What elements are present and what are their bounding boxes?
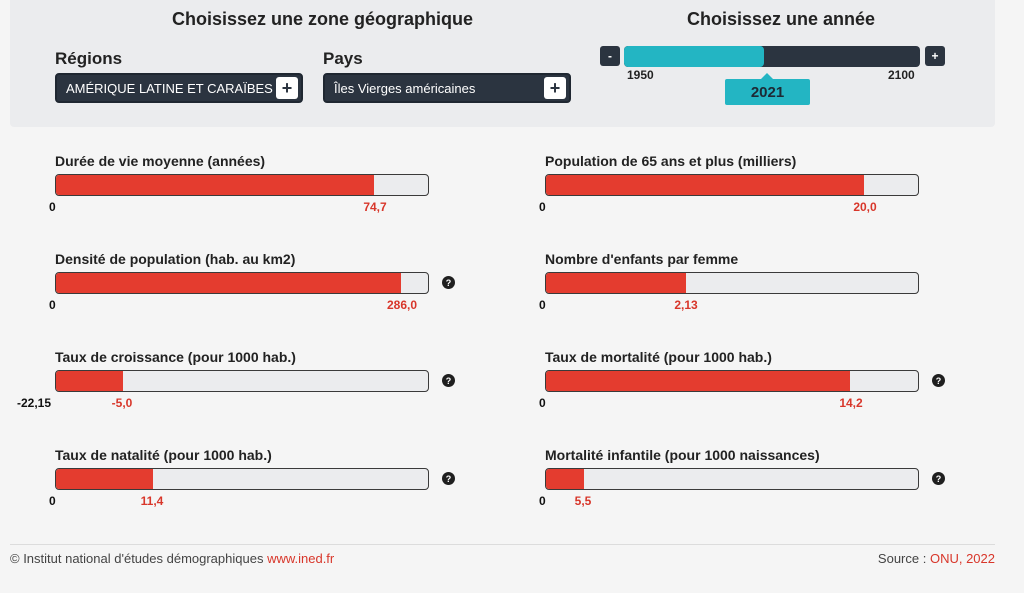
indicator-bar-track [545, 174, 919, 196]
indicator-value: 74,7 [363, 200, 387, 214]
indicator-bar-track [55, 370, 429, 392]
help-icon[interactable]: ? [442, 374, 455, 387]
pays-label: Pays [323, 49, 363, 68]
year-decrement-button[interactable]: - [600, 46, 620, 66]
indicator-bar-fill [56, 371, 123, 391]
indicator-label: Taux de natalité (pour 1000 hab.) [55, 447, 272, 463]
indicator-bar-fill [546, 371, 851, 391]
indicator-min-value: 0 [49, 200, 56, 214]
indicator-label: Population de 65 ans et plus (milliers) [545, 153, 797, 169]
region-expand-icon[interactable]: + [276, 77, 298, 99]
indicator-value: 11,4 [140, 494, 164, 508]
indicator-growth-rate: Taux de croissance (pour 1000 hab.) -22,1… [17, 349, 475, 419]
ined-link[interactable]: www.ined.fr [267, 551, 335, 566]
year-slider[interactable] [624, 46, 920, 67]
year-increment-button[interactable]: + [925, 46, 945, 66]
indicator-min-value: 0 [539, 396, 546, 410]
indicator-bar-fill [546, 469, 584, 489]
indicator-label: Taux de croissance (pour 1000 hab.) [55, 349, 296, 365]
indicator-bar-fill [56, 469, 153, 489]
indicator-bar-track [545, 272, 919, 294]
indicator-population-density: Densité de population (hab. au km2) 0 286,… [49, 251, 475, 321]
source-link[interactable]: ONU, 2022 [929, 551, 995, 566]
indicator-min-value: 0 [539, 298, 546, 312]
indicator-label: Durée de vie moyenne (années) [55, 153, 266, 169]
geo-title: Choisissez une zone géographique [172, 9, 474, 29]
pays-select-value: Îles Vierges américaines [334, 80, 476, 96]
help-icon[interactable]: ? [932, 374, 945, 387]
help-icon[interactable]: ? [442, 472, 455, 485]
indicator-label: Taux de mortalité (pour 1000 hab.) [545, 349, 772, 365]
indicator-value: -5,0 [111, 396, 133, 410]
indicator-children-per-woman: Nombre d'enfants par femme 0 2,13 [539, 251, 965, 321]
indicator-label: Nombre d'enfants par femme [545, 251, 739, 267]
indicator-bar-fill [56, 175, 375, 195]
indicator-label: Densité de population (hab. au km2) [55, 251, 296, 267]
help-icon[interactable]: ? [442, 276, 455, 289]
footer-source: Source : ONU, 2022 [878, 551, 995, 566]
indicator-min-value: -22,15 [17, 396, 52, 410]
indicator-bar-track [55, 468, 429, 490]
year-selected-badge: 2021 [725, 73, 810, 105]
indicator-min-value: 0 [539, 200, 546, 214]
indicator-min-value: 0 [539, 494, 546, 508]
indicator-value: 20,0 [853, 200, 877, 214]
year-slider-fill[interactable] [624, 46, 764, 67]
indicator-bar-fill [56, 273, 401, 293]
indicator-value: 14,2 [839, 396, 863, 410]
pays-select[interactable]: Îles Vierges américaines + [323, 73, 571, 103]
indicator-value: 286,0 [386, 298, 418, 312]
region-select[interactable]: AMÉRIQUE LATINE ET CARAÏBES + [55, 73, 303, 103]
pays-expand-icon[interactable]: + [544, 77, 566, 99]
indicator-birth-rate: Taux de natalité (pour 1000 hab.) 0 11,4? [49, 447, 475, 517]
copyright-text: © Institut national d'études démographiq… [10, 551, 268, 566]
indicator-value: 5,5 [574, 494, 592, 508]
indicator-bar-track [545, 468, 919, 490]
indicator-min-value: 0 [49, 298, 56, 312]
indicator-life-expectancy: Durée de vie moyenne (années) 0 74,7 [49, 153, 475, 223]
indicator-bar-track [55, 272, 429, 294]
indicator-population-65-plus: Population de 65 ans et plus (milliers) 0… [539, 153, 965, 223]
regions-label: Régions [55, 49, 123, 68]
indicator-bar-track [55, 174, 429, 196]
footer-divider [10, 544, 995, 545]
indicator-bar-fill [546, 175, 865, 195]
indicator-bar-fill [546, 273, 687, 293]
indicator-mortality-rate: Taux de mortalité (pour 1000 hab.) 0 14,2? [539, 349, 965, 419]
year-title: Choisissez une année [687, 9, 876, 29]
indicator-value: 2,13 [674, 298, 698, 312]
help-icon[interactable]: ? [932, 472, 945, 485]
year-min-label: 1950 [627, 68, 654, 82]
source-label: Source : [877, 551, 930, 566]
footer-copyright: © Institut national d'études démographiq… [10, 551, 334, 566]
indicator-label: Mortalité infantile (pour 1000 naissance… [545, 447, 820, 463]
region-select-value: AMÉRIQUE LATINE ET CARAÏBES [66, 80, 273, 96]
indicator-min-value: 0 [49, 494, 56, 508]
indicator-infant-mortality: Mortalité infantile (pour 1000 naissance… [539, 447, 965, 517]
indicator-bar-track [545, 370, 919, 392]
year-max-label: 2100 [888, 68, 915, 82]
